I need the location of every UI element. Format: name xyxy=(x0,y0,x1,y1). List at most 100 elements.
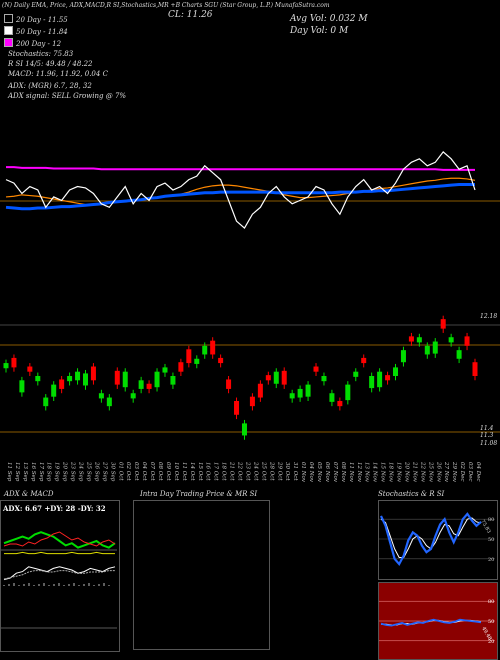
date-tick-label: 30 Sep xyxy=(109,462,115,482)
date-tick-label: 04 Nov xyxy=(308,462,314,483)
main-chart: 11 Sep 12 Sep 13 Sep 16 Sep 17 Sep 18 Sep 19 S… xyxy=(0,151,500,483)
date-tick-label: 07 Nov xyxy=(332,462,338,483)
candle-body xyxy=(130,393,136,399)
date-tick-label: 25 Sep xyxy=(85,461,91,482)
date-tick-label: 11 Oct xyxy=(181,462,187,481)
date-tick-label: 07 Oct xyxy=(149,462,155,481)
date-tick-label: 26 Nov xyxy=(435,461,441,483)
stoch-tick-label: 20 xyxy=(488,557,494,563)
candle-body xyxy=(11,357,17,368)
date-tick-label: 11 Sep xyxy=(6,462,12,482)
candle-body xyxy=(321,376,327,382)
candle-body xyxy=(249,396,255,407)
candle-body xyxy=(289,393,295,399)
candle-body xyxy=(98,393,104,399)
candle-body xyxy=(241,423,247,436)
stoch-k-line xyxy=(380,512,482,567)
rsi-tick-label: 50 xyxy=(488,619,494,625)
minus-di-line xyxy=(3,531,116,547)
ma50-legend: 50 Day - 11.84 xyxy=(4,26,68,36)
stochastics-title: Stochastics & R SI xyxy=(378,490,445,498)
candle-body xyxy=(59,379,65,389)
rsi-value-label: 49.48 xyxy=(480,626,492,641)
macd-line xyxy=(3,566,116,581)
header-line: (N) Daily EMA, Price, ADX,MACD,R SI,Stoc… xyxy=(2,2,330,9)
date-tick-label: 15 Oct xyxy=(197,462,203,481)
candle-body xyxy=(194,358,200,364)
date-tick-label: 14 Nov xyxy=(372,462,378,483)
candle-body xyxy=(377,371,383,388)
candle-body xyxy=(313,366,319,372)
adx-readout: ADX: (MGR) 6.7, 28, 32 xyxy=(8,82,92,90)
candle-body xyxy=(90,366,96,381)
date-tick-label: 21 Nov xyxy=(411,461,417,483)
date-tick-label: 10 Oct xyxy=(173,462,179,481)
macd-signal-line xyxy=(3,570,115,580)
candle-body xyxy=(337,400,343,407)
candle-body xyxy=(226,379,232,389)
stochastics-panel xyxy=(378,500,498,580)
date-tick-label: 02 Oct xyxy=(125,462,131,481)
date-tick-label: 27 Sep xyxy=(101,461,107,482)
date-tick-label: 17 Oct xyxy=(213,462,219,481)
date-tick-label: 02 Dec xyxy=(459,462,465,482)
adx-signal: ADX signal: SELL Growing @ 7% xyxy=(8,92,127,100)
candle-body xyxy=(162,367,168,373)
candle-body xyxy=(440,319,446,329)
adx-macd-panel xyxy=(0,500,120,652)
date-tick-label: 30 Oct xyxy=(284,462,290,481)
date-tick-label: 29 Nov xyxy=(451,461,457,483)
candle-body xyxy=(218,357,224,364)
date-tick-label: 25 Oct xyxy=(260,461,266,481)
candle-body xyxy=(51,384,57,397)
candle-body xyxy=(3,363,9,369)
date-tick-label: 08 Oct xyxy=(157,462,163,481)
series-line-200-day xyxy=(6,166,475,171)
date-tick-label: 22 Nov xyxy=(419,461,425,483)
series-line-50-day xyxy=(5,182,475,211)
date-tick-label: 22 Oct xyxy=(237,461,243,481)
candle-body xyxy=(75,371,81,381)
candle-lower-label-2: 11.3 xyxy=(480,432,494,439)
adx-values: ADX: 6.67 +DY: 28 -DY: 32 xyxy=(3,504,106,513)
date-tick-label: 12 Sep xyxy=(14,462,20,482)
avg-volume: Avg Vol: 0.032 M xyxy=(290,14,368,24)
candle-body xyxy=(329,393,335,402)
candle-body xyxy=(265,375,271,381)
date-tick-label: 18 Oct xyxy=(221,462,227,481)
candle-body xyxy=(170,376,176,385)
date-tick-label: 19 Sep xyxy=(54,462,60,482)
rsi-tick-label: 80 xyxy=(488,599,494,605)
date-tick-label: 23 Oct xyxy=(244,461,250,481)
series-line-close xyxy=(5,151,476,230)
rsi-readout: R SI 14/5: 49.48 / 48.22 xyxy=(8,60,93,68)
candle-body xyxy=(393,367,399,376)
candle-body xyxy=(385,375,391,381)
rsi-line xyxy=(380,618,482,627)
candle-body xyxy=(202,345,208,355)
date-tick-label: 13 Sep xyxy=(22,462,28,482)
date-tick-label: 20 Nov xyxy=(403,461,409,483)
date-tick-label: 03 Oct xyxy=(133,462,139,481)
candle-body xyxy=(448,337,454,343)
date-tick-label: 26 Sep xyxy=(93,461,99,482)
candle-body xyxy=(210,340,216,355)
candle-body xyxy=(114,370,120,385)
candle-body xyxy=(369,376,375,389)
stoch-d-line xyxy=(380,517,482,558)
ma20-legend: 20 Day - 11.55 xyxy=(4,14,68,24)
date-tick-label: 16 Sep xyxy=(30,462,36,482)
candle-bottom-label: 11.08 xyxy=(480,440,498,447)
candle-body xyxy=(472,362,478,376)
date-tick-label: 04 Oct xyxy=(141,462,147,481)
date-tick-label: 14 Oct xyxy=(189,462,195,481)
adx-macd-title: ADX & MACD xyxy=(4,490,54,498)
date-tick-label: 21 Oct xyxy=(229,461,235,481)
stoch-tick-label: 80 xyxy=(488,517,494,523)
stoch-tick-label: 50 xyxy=(488,537,494,543)
ma200-legend: 200 Day - 12 xyxy=(4,38,61,48)
candle-body xyxy=(400,350,406,363)
candle-body xyxy=(464,336,470,346)
candle-body xyxy=(186,349,192,364)
candle-body xyxy=(345,384,351,401)
